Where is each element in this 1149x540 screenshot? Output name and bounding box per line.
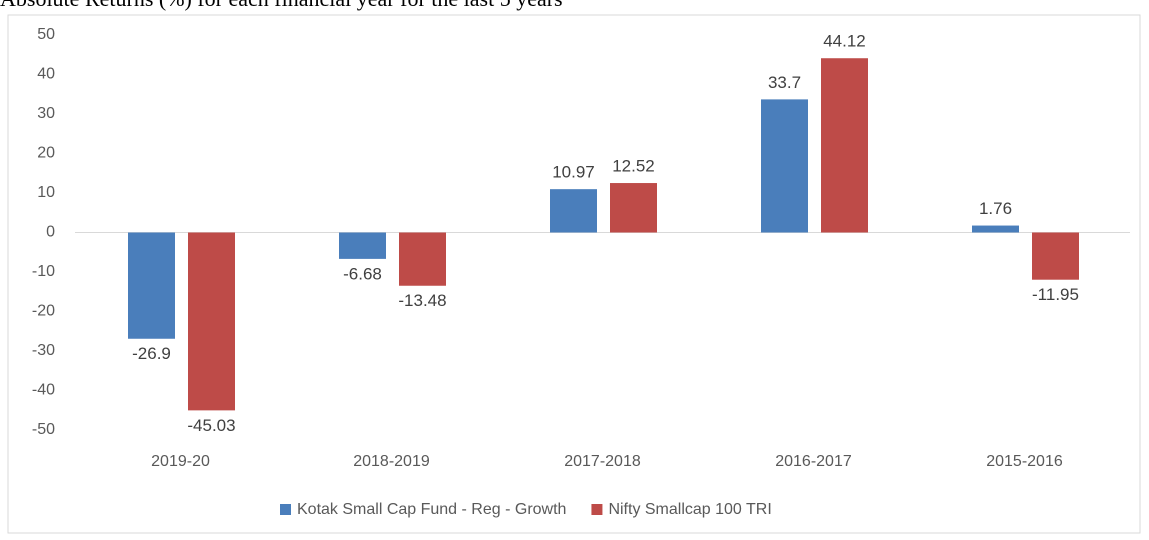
y-tick-label: 30 [37,105,55,122]
bar [128,232,175,339]
bar [339,232,386,259]
bar [761,99,808,233]
chart-title: Absolute Returns (%) for each financial … [0,0,563,11]
y-tick-label: 20 [37,145,55,162]
bar [399,232,446,286]
legend-swatch [280,504,291,515]
y-tick-label: -50 [32,421,55,438]
bar [972,225,1019,233]
legend-swatch [591,504,603,515]
data-label: -45.03 [187,416,235,435]
bar [610,183,657,233]
x-tick-label: 2016-2017 [775,453,852,470]
bar [821,58,868,233]
data-label: -26.9 [132,344,171,363]
y-tick-label: 50 [37,26,55,43]
x-tick-label: 2019-20 [151,453,210,470]
bar [550,189,597,233]
y-tick-label: 10 [37,184,55,201]
data-label: -11.95 [1032,285,1079,304]
legend-label: Kotak Small Cap Fund - Reg - Growth [297,501,566,518]
bar [188,232,235,411]
y-tick-label: -30 [32,342,55,359]
x-tick-label: 2018-2019 [353,453,430,470]
x-tick-label: 2015-2016 [986,453,1063,470]
y-tick-label: -10 [32,263,55,280]
data-label: 44.12 [823,32,866,51]
y-tick-label: -20 [32,303,55,320]
data-label: 10.97 [552,163,595,182]
data-label: 12.52 [612,157,655,176]
data-label: 33.7 [768,73,801,92]
data-label: 1.76 [979,199,1012,218]
x-tick-label: 2017-2018 [564,453,641,470]
y-tick-label: 40 [37,66,55,83]
data-label: -13.48 [398,291,446,310]
y-tick-label: -40 [32,382,55,399]
bar [1032,232,1079,280]
y-tick-label: 0 [46,224,55,241]
data-label: -6.68 [343,264,382,283]
legend-label: Nifty Smallcap 100 TRI [608,501,771,518]
